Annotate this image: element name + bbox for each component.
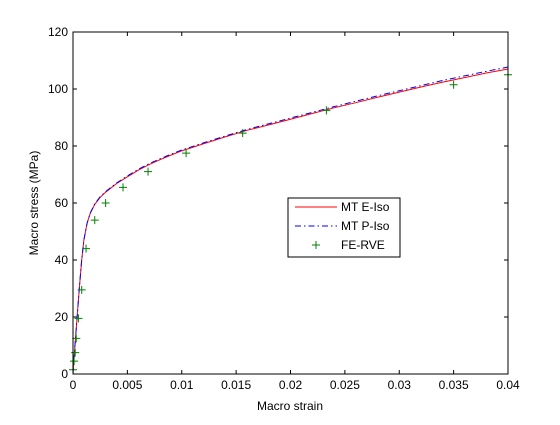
y-tick-label: 80 (55, 139, 69, 153)
y-tick-label: 60 (55, 196, 69, 210)
x-axis-label: Macro strain (257, 399, 323, 413)
x-tick-label: 0.01 (170, 378, 194, 392)
data-point (322, 106, 331, 115)
data-point (90, 216, 99, 225)
x-tick-label: 0.02 (279, 378, 303, 392)
series-layer (69, 66, 512, 375)
legend-label: FE-RVE (341, 238, 385, 252)
x-tick-label: 0 (70, 378, 77, 392)
y-tick-label: 40 (55, 253, 69, 267)
data-point (77, 285, 86, 294)
data-point (238, 129, 247, 138)
y-tick-label: 20 (55, 310, 69, 324)
x-tick-label: 0.03 (388, 378, 412, 392)
y-tick-label: 0 (61, 367, 68, 381)
series-fe-rve (69, 70, 512, 374)
x-tick-label: 0.04 (496, 378, 520, 392)
y-tick-label: 100 (48, 82, 68, 96)
data-point (70, 357, 79, 366)
legend-label: MT E-Iso (341, 200, 390, 214)
x-tick-label: 0.035 (439, 378, 469, 392)
y-tick-label: 120 (48, 25, 68, 39)
y-axis-label: Macro stress (MPa) (27, 151, 41, 256)
x-tick-label: 0.005 (112, 378, 142, 392)
x-tick-label: 0.025 (330, 378, 360, 392)
data-point (101, 199, 110, 207)
legend: MT E-Iso MT P-Iso FE-RVE (287, 197, 401, 258)
data-point (182, 149, 191, 158)
legend-items: MT E-Iso MT P-Iso FE-RVE (295, 200, 390, 252)
data-point (449, 80, 458, 89)
x-tick-label: 0.015 (221, 378, 251, 392)
data-point (144, 167, 153, 176)
data-point (119, 183, 128, 192)
series-line-mt-p-iso (72, 66, 509, 375)
data-point (82, 244, 91, 253)
ticks-layer: 0 0.005 0.01 0.015 0.02 0.025 0.03 0.035 0.04 0 20… (48, 25, 520, 392)
data-point (72, 334, 81, 343)
legend-swatch (312, 241, 320, 249)
legend-box (287, 197, 401, 258)
legend-label: MT P-Iso (341, 219, 390, 233)
data-point (74, 314, 83, 323)
